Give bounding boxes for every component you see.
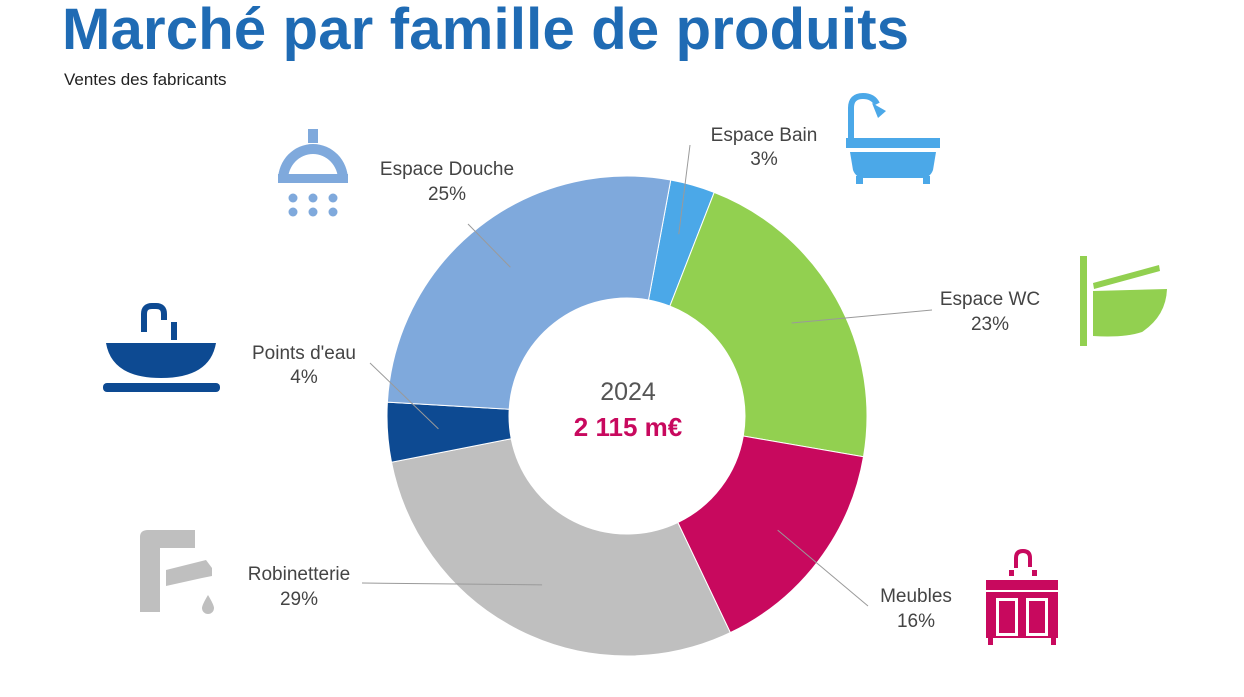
label-robinetterie: Robinetterie xyxy=(248,564,350,585)
shower-head-icon xyxy=(278,129,348,217)
leader-line xyxy=(467,223,511,268)
leader-line xyxy=(361,582,543,586)
center-year: 2024 xyxy=(600,378,656,406)
slice-meubles xyxy=(677,435,865,634)
faucet-icon xyxy=(140,530,214,614)
chart-subtitle: Ventes des fabricants xyxy=(64,70,227,89)
pct-robinetterie: 29% xyxy=(280,589,318,610)
label-espace-bain: Espace Bain xyxy=(711,125,818,146)
pct-points-d-eau: 4% xyxy=(290,367,318,388)
slice-robinetterie xyxy=(390,438,731,657)
label-espace-douche: Espace Douche xyxy=(380,159,514,180)
washbasin-icon xyxy=(103,303,220,392)
bathtub-icon xyxy=(846,92,940,184)
vanity-cabinet-icon xyxy=(986,548,1058,645)
pct-espace-wc: 23% xyxy=(971,314,1009,335)
pct-meubles: 16% xyxy=(897,611,935,632)
chart-title: Marché par famille de produits xyxy=(62,0,910,62)
pct-espace-douche: 25% xyxy=(428,184,466,205)
leader-line xyxy=(678,144,691,235)
leader-line xyxy=(791,309,933,324)
center-total: 2 115 m€ xyxy=(574,412,682,442)
leader-line xyxy=(777,529,869,607)
slice-espace-douche xyxy=(386,175,672,410)
pct-espace-bain: 3% xyxy=(750,149,778,170)
leader-lines xyxy=(361,144,933,607)
slice-espace-wc xyxy=(669,191,868,458)
leader-line xyxy=(369,362,439,430)
donut-slices xyxy=(386,175,868,657)
toilet-icon xyxy=(1080,256,1167,346)
label-meubles: Meubles xyxy=(880,586,952,607)
label-espace-wc: Espace WC xyxy=(940,289,1040,310)
label-points-d-eau: Points d'eau xyxy=(252,343,356,364)
